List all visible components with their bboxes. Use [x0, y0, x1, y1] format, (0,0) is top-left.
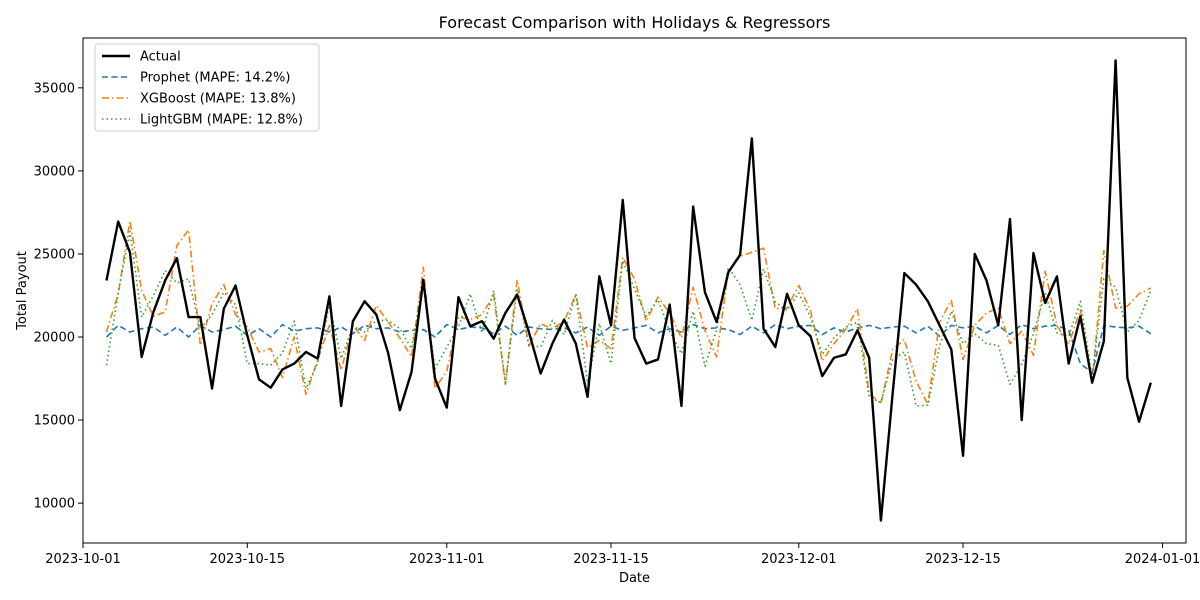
axes-layer: 2023-10-01 2023-10-15 2023-11-01 2023-11-15…: [34, 37, 1200, 567]
y-tick-label: 25000: [34, 247, 75, 262]
x-tick-label: 2023-12-01: [761, 552, 837, 567]
legend-label: XGBoost (MAPE: 13.8%): [140, 92, 296, 107]
y-tick-label: 35000: [34, 81, 75, 96]
x-tick-label: 2023-11-15: [573, 552, 649, 567]
legend-label: Prophet (MAPE: 14.2%): [140, 71, 290, 86]
plot-frame: [82, 37, 1187, 544]
series-layer: [105, 59, 1152, 522]
x-axis-label: Date: [619, 571, 650, 586]
legend: Actual Prophet (MAPE: 14.2%) XGBoost (MAPE…: [94, 43, 320, 132]
x-tick-label: 2023-11-01: [409, 552, 485, 567]
y-tick-label: 20000: [34, 331, 75, 346]
x-tick-label: 2023-12-15: [925, 552, 1001, 567]
x-tick-label: 2024-01-01: [1125, 552, 1200, 567]
x-tick-label: 2023-10-15: [209, 552, 285, 567]
chart-title: Forecast Comparison with Holidays & Regr…: [439, 13, 831, 32]
legend-label: Actual: [140, 50, 181, 65]
y-tick-label: 15000: [34, 414, 75, 429]
y-tick-label: 30000: [34, 164, 75, 179]
series-line-actual: [105, 59, 1152, 522]
series-line-prophet: [105, 323, 1152, 374]
legend-label: LightGBM (MAPE: 12.8%): [140, 113, 303, 128]
y-axis-label: Total Payout: [15, 251, 30, 331]
x-tick-label: 2023-10-01: [45, 552, 121, 567]
y-tick-label: 10000: [34, 497, 75, 512]
legend-box: [94, 43, 320, 132]
